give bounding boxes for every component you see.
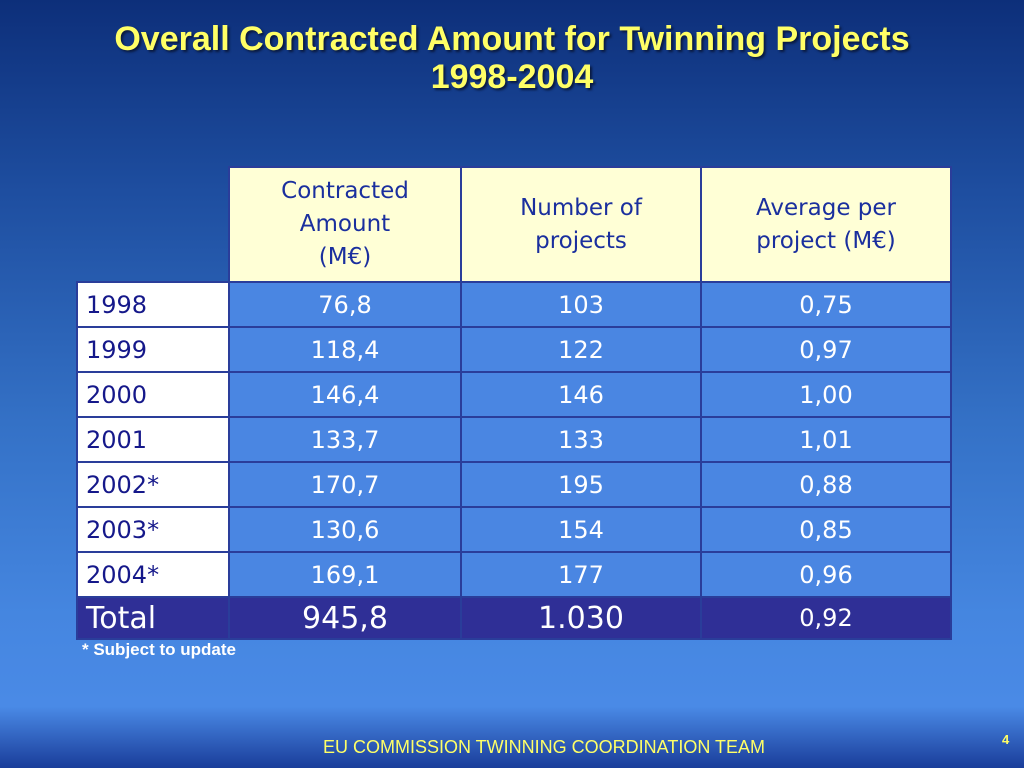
average-cell: 0,75: [700, 281, 952, 328]
projects-cell: 103: [460, 281, 702, 328]
header-text: Amount: [299, 211, 391, 237]
projects-cell: 146: [460, 371, 702, 418]
header-row: Contracted Amount (M€) Number of project…: [77, 166, 952, 283]
table-row: 2002* 170,7 195 0,88: [76, 461, 952, 508]
title-line-1: Overall Contracted Amount for Twinning P…: [114, 20, 910, 58]
header-average-per-project: Average per project (M€): [700, 166, 952, 283]
average-cell: 0,85: [700, 506, 952, 553]
year-cell: 1998: [76, 281, 230, 328]
average-cell: 0,96: [700, 551, 952, 598]
average-cell: 1,01: [700, 416, 952, 463]
average-cell: 0,88: [700, 461, 952, 508]
header-text: Contracted: [281, 178, 409, 204]
header-contracted-amount: Contracted Amount (M€): [228, 166, 462, 283]
header-text: project (M€): [756, 227, 896, 254]
header-text: projects: [535, 227, 627, 254]
total-average: 0,92: [700, 596, 952, 640]
projects-cell: 195: [460, 461, 702, 508]
header-text: Average per: [756, 194, 896, 221]
year-cell: 1999: [76, 326, 230, 373]
total-projects: 1.030: [460, 596, 702, 640]
projects-cell: 154: [460, 506, 702, 553]
year-cell: 2004*: [76, 551, 230, 598]
header-text: Number of: [520, 194, 642, 221]
year-cell: 2001: [76, 416, 230, 463]
title-line-2: 1998-2004: [430, 58, 594, 96]
total-row: Total 945,8 1.030 0,92: [76, 596, 952, 640]
contracts-table: Contracted Amount (M€) Number of project…: [76, 166, 952, 640]
table-row: 2003* 130,6 154 0,85: [76, 506, 952, 553]
average-cell: 1,00: [700, 371, 952, 418]
projects-cell: 122: [460, 326, 702, 373]
amount-cell: 130,6: [228, 506, 462, 553]
header-corner: [77, 167, 229, 282]
amount-cell: 118,4: [228, 326, 462, 373]
table-row: 1998 76,8 103 0,75: [76, 281, 952, 328]
table-row: 2001 133,7 133 1,01: [76, 416, 952, 463]
amount-cell: 169,1: [228, 551, 462, 598]
projects-cell: 177: [460, 551, 702, 598]
table-row: 2000 146,4 146 1,00: [76, 371, 952, 418]
year-cell: 2000: [76, 371, 230, 418]
table-row: 1999 118,4 122 0,97: [76, 326, 952, 373]
total-label: Total: [76, 596, 230, 640]
total-amount: 945,8: [228, 596, 462, 640]
header-number-of-projects: Number of projects: [460, 166, 702, 283]
projects-cell: 133: [460, 416, 702, 463]
amount-cell: 170,7: [228, 461, 462, 508]
amount-cell: 133,7: [228, 416, 462, 463]
year-cell: 2002*: [76, 461, 230, 508]
footnote: * Subject to update: [82, 640, 236, 659]
amount-cell: 146,4: [228, 371, 462, 418]
slide-title: Overall Contracted Amount for Twinning P…: [0, 20, 1024, 96]
amount-cell: 76,8: [228, 281, 462, 328]
average-cell: 0,97: [700, 326, 952, 373]
table-row: 2004* 169,1 177 0,96: [76, 551, 952, 598]
footer-text: EU COMMISSION TWINNING COORDINATION TEAM: [322, 737, 765, 757]
header-text: (M€): [318, 244, 372, 270]
year-cell: 2003*: [76, 506, 230, 553]
page-number: 4: [1002, 732, 1010, 747]
